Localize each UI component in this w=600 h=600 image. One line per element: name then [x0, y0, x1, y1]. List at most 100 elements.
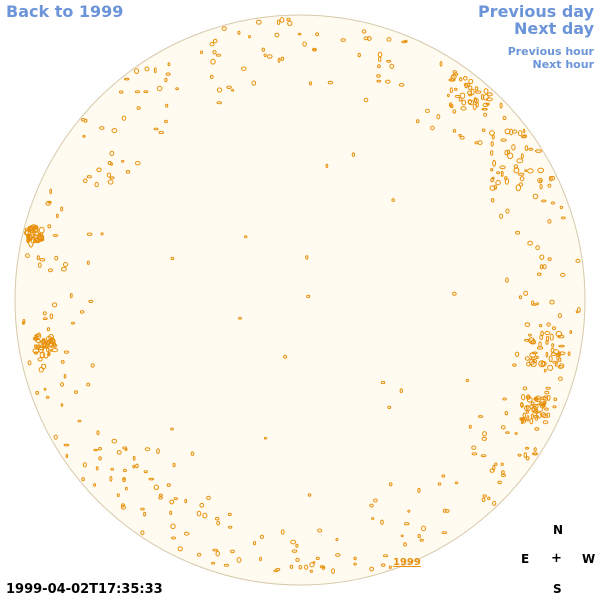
contour-blob	[24, 227, 31, 232]
contour-blob	[460, 106, 467, 111]
contour-blob	[153, 484, 160, 490]
contour-blob	[518, 172, 525, 176]
contour-blob	[526, 396, 533, 403]
contour-blob	[518, 182, 524, 187]
contour-blob	[567, 351, 571, 357]
contour-blob	[48, 339, 54, 347]
contour-blob	[504, 411, 509, 416]
contour-blob	[531, 300, 535, 306]
contour-blob	[520, 153, 524, 159]
contour-blob	[516, 158, 524, 164]
contour-blob	[542, 264, 547, 270]
contour-blob	[304, 564, 309, 570]
contour-blob	[545, 335, 550, 342]
contour-blob	[140, 530, 145, 536]
contour-blob	[238, 316, 242, 320]
contour-blob	[514, 351, 520, 357]
contour-blob	[216, 520, 221, 526]
contour-blob	[477, 140, 483, 146]
contour-blob	[210, 58, 216, 65]
contour-blob	[523, 290, 529, 296]
contour-blob	[560, 216, 566, 220]
contour-blob	[529, 358, 535, 366]
contour-blob	[95, 466, 99, 471]
contour-blob	[49, 349, 54, 352]
contour-blob	[521, 394, 526, 401]
contour-blob	[190, 451, 195, 456]
contour-blob	[490, 141, 494, 147]
contour-blob	[500, 462, 504, 466]
contour-blob	[465, 379, 470, 382]
contour-blob	[60, 382, 64, 387]
contour-blob	[547, 219, 552, 224]
contour-blob	[291, 549, 298, 553]
year-label[interactable]: 1999	[393, 557, 421, 568]
contour-blob	[289, 564, 294, 569]
contour-blob	[363, 97, 369, 103]
contour-blob	[215, 550, 220, 557]
contour-blob	[211, 561, 216, 565]
contour-blob	[119, 90, 124, 94]
contour-blob	[353, 562, 357, 566]
contour-blob	[400, 534, 404, 538]
contour-blob	[298, 565, 303, 570]
contour-blob	[41, 363, 47, 370]
contour-blob	[504, 150, 509, 156]
contour-blob	[541, 413, 549, 418]
contour-blob	[237, 30, 241, 35]
contour-blob	[386, 37, 392, 42]
contour-blob	[134, 90, 141, 94]
back-to-year-link[interactable]: Back to 1999	[6, 2, 124, 21]
contour-blob	[369, 503, 374, 508]
contour-blob	[124, 447, 128, 452]
contour-blob	[158, 130, 164, 135]
contour-blob	[144, 447, 151, 452]
contour-blob	[28, 237, 33, 242]
contour-blob	[259, 534, 264, 540]
contour-blob	[140, 507, 145, 511]
contour-blob	[545, 386, 551, 390]
contour-blob	[448, 102, 453, 107]
contour-blob	[153, 67, 157, 74]
contour-blob	[34, 351, 38, 355]
contour-blob	[277, 57, 281, 63]
contour-blob	[122, 468, 127, 473]
contour-blob	[475, 101, 479, 108]
contour-blob	[165, 72, 171, 76]
contour-blob	[530, 356, 536, 361]
contour-blob	[502, 397, 507, 401]
contour-blob	[521, 135, 527, 139]
contour-blob	[88, 299, 94, 303]
contour-blob	[385, 79, 391, 84]
contour-blob	[534, 427, 540, 431]
contour-blob	[436, 114, 441, 120]
contour-blob	[63, 262, 69, 267]
contour-blob	[52, 302, 58, 308]
contour-blob	[366, 36, 372, 41]
next-day-link[interactable]: Next day	[514, 19, 594, 38]
contour-blob	[389, 63, 395, 69]
contour-blob	[175, 87, 180, 91]
contour-blob	[43, 387, 47, 391]
contour-blob	[25, 253, 30, 258]
contour-blob	[158, 493, 163, 497]
contour-blob	[377, 64, 381, 69]
contour-blob	[524, 356, 530, 361]
contour-blob	[61, 266, 67, 272]
contour-blob	[37, 262, 42, 269]
previous-day-link[interactable]: Previous day	[477, 2, 594, 21]
compass-north: N	[553, 523, 564, 537]
contour-blob	[509, 128, 514, 136]
contour-blob	[206, 495, 211, 500]
contour-blob	[430, 125, 435, 131]
next-hour-link[interactable]: Next hour	[532, 58, 595, 71]
previous-hour-link[interactable]: Previous hour	[507, 45, 594, 58]
contour-blob	[295, 543, 299, 548]
contour-blob	[148, 477, 155, 481]
contour-blob	[327, 80, 334, 85]
contour-blob	[315, 32, 320, 37]
contour-blob	[156, 85, 163, 92]
contour-blob	[54, 255, 59, 261]
contour-blob	[121, 115, 127, 121]
